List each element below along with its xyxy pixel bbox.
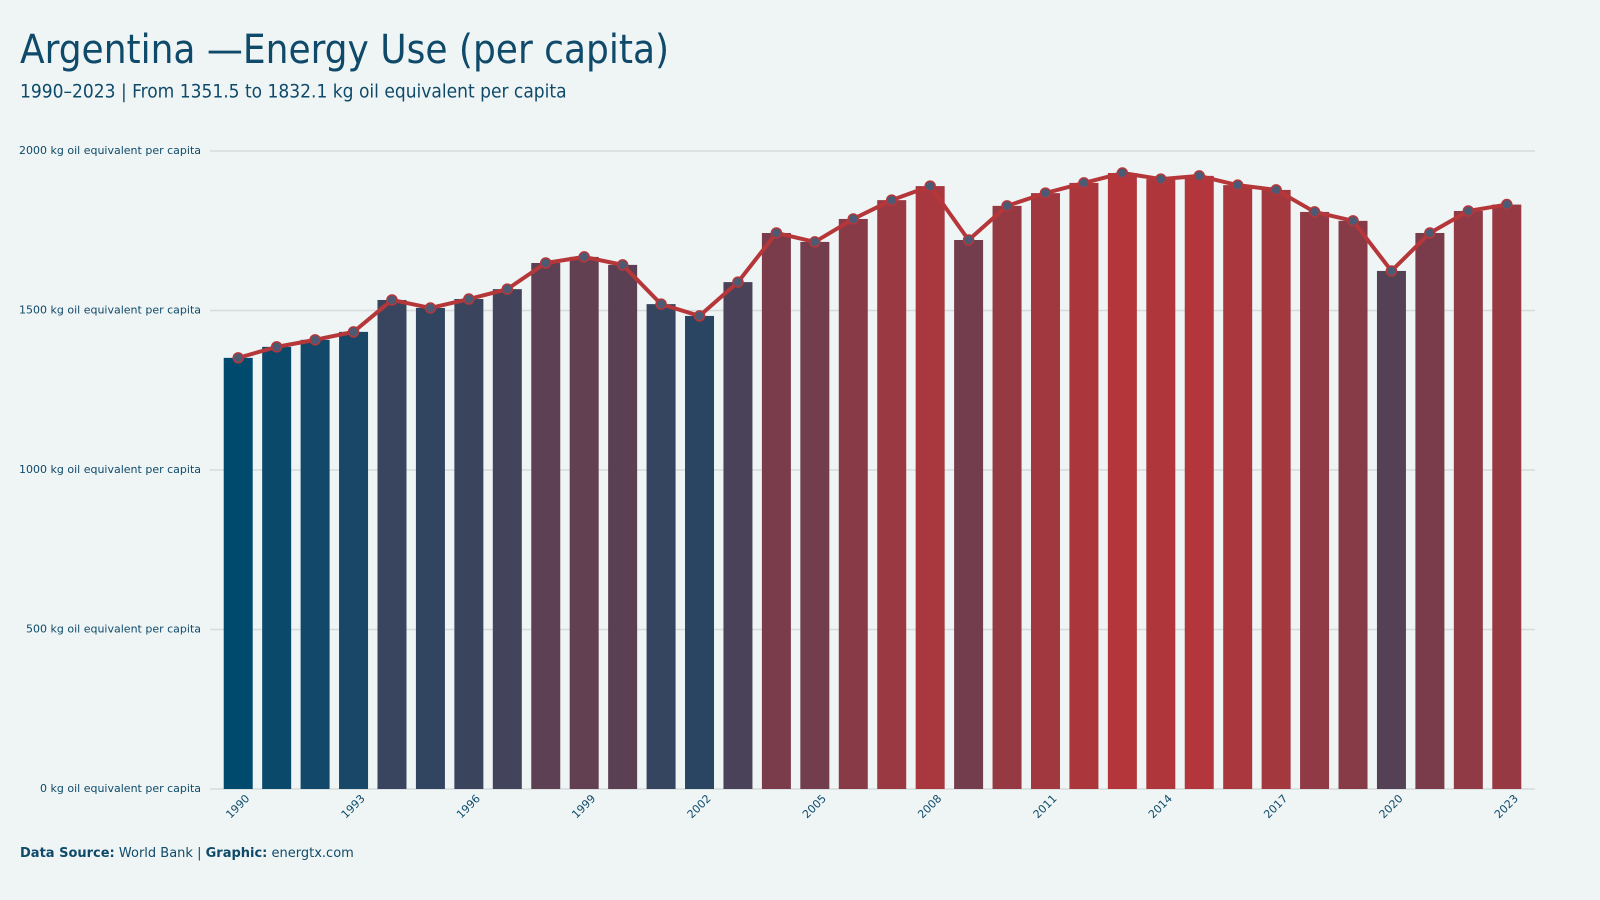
y-tick-label: 2000 kg oil equivalent per capita bbox=[19, 144, 201, 157]
bar bbox=[1300, 211, 1330, 789]
point bbox=[924, 180, 936, 192]
point bbox=[1193, 170, 1205, 182]
point bbox=[1078, 177, 1090, 189]
chart-title: Argentina —Energy Use (per capita) bbox=[20, 27, 669, 73]
bar bbox=[377, 299, 407, 789]
bar bbox=[1261, 189, 1291, 790]
bar bbox=[646, 304, 676, 789]
x-tick-label: 2008 bbox=[915, 792, 944, 821]
point bbox=[347, 326, 360, 338]
point bbox=[463, 293, 475, 305]
x-tick-label: 1999 bbox=[569, 792, 598, 821]
point bbox=[1231, 179, 1244, 191]
y-tick-label: 500 kg oil equivalent per capita bbox=[26, 623, 201, 636]
bar bbox=[454, 299, 484, 789]
bar bbox=[800, 241, 830, 790]
point bbox=[232, 352, 244, 364]
bar bbox=[723, 282, 753, 789]
point bbox=[1385, 265, 1398, 277]
bar bbox=[838, 218, 868, 789]
source: World Bank | bbox=[119, 846, 202, 861]
y-tick-label: 1000 kg oil equivalent per capita bbox=[19, 463, 201, 476]
point bbox=[847, 213, 860, 225]
point bbox=[732, 276, 744, 288]
x-tick-label: 2002 bbox=[685, 792, 714, 821]
point bbox=[424, 302, 437, 314]
point bbox=[540, 257, 552, 269]
point bbox=[616, 259, 629, 271]
bar bbox=[1223, 185, 1253, 789]
bar bbox=[1338, 220, 1368, 790]
trend-line bbox=[237, 171, 1508, 360]
chart-subtitle: 1990–2023 | From 1351.5 to 1832.1 kg oil… bbox=[20, 81, 567, 103]
source-label: Data Source: bbox=[20, 846, 115, 861]
bar bbox=[1415, 232, 1445, 789]
graphic: energtx.com bbox=[272, 846, 354, 861]
x-tick-label: 2014 bbox=[1146, 792, 1175, 821]
point bbox=[1462, 205, 1475, 217]
bar bbox=[1376, 270, 1406, 790]
x-tick-label: 2017 bbox=[1261, 792, 1290, 821]
point bbox=[1155, 173, 1167, 185]
point bbox=[655, 298, 667, 310]
bar bbox=[262, 346, 292, 789]
point bbox=[1039, 187, 1052, 199]
bar bbox=[1184, 175, 1214, 789]
point bbox=[309, 334, 321, 346]
bar bbox=[1146, 179, 1176, 789]
bar bbox=[492, 289, 522, 789]
point bbox=[809, 236, 821, 248]
bar bbox=[954, 240, 984, 790]
bar bbox=[1453, 210, 1483, 790]
x-tick-label: 2023 bbox=[1492, 792, 1521, 821]
x-tick-label: 1990 bbox=[223, 792, 252, 821]
point bbox=[1424, 227, 1436, 239]
bar bbox=[1107, 173, 1137, 790]
point bbox=[386, 294, 398, 306]
point bbox=[1501, 198, 1513, 211]
bar bbox=[1069, 182, 1099, 789]
bar bbox=[415, 307, 445, 789]
bar bbox=[608, 264, 638, 789]
bar bbox=[569, 256, 599, 790]
bar bbox=[685, 315, 715, 789]
bar bbox=[992, 205, 1022, 790]
point bbox=[578, 251, 590, 263]
bar bbox=[915, 186, 945, 790]
point bbox=[885, 194, 898, 206]
bar bbox=[531, 262, 561, 789]
bar bbox=[339, 331, 369, 789]
x-tick-label: 1993 bbox=[339, 792, 368, 821]
bar bbox=[223, 357, 253, 789]
y-tick-label: 1500 kg oil equivalent per capita bbox=[19, 304, 201, 317]
point bbox=[1116, 167, 1129, 179]
x-tick-label: 2020 bbox=[1377, 792, 1406, 821]
point bbox=[501, 283, 514, 295]
point bbox=[770, 227, 783, 239]
y-tick-label: 0 kg oil equivalent per capita bbox=[40, 782, 201, 795]
point bbox=[962, 234, 975, 246]
bar bbox=[761, 232, 791, 789]
point bbox=[270, 341, 283, 353]
bar bbox=[300, 339, 330, 789]
bar bbox=[877, 200, 907, 790]
x-tick-label: 1996 bbox=[454, 792, 483, 821]
bar bbox=[1492, 204, 1522, 789]
graphic-label: Graphic: bbox=[206, 846, 268, 861]
footer: Data Source: World Bank | Graphic: energ… bbox=[20, 846, 354, 861]
bar bbox=[1030, 193, 1060, 789]
point bbox=[1001, 200, 1013, 212]
x-tick-label: 2005 bbox=[800, 792, 829, 821]
point bbox=[1308, 206, 1321, 218]
point bbox=[1347, 215, 1359, 227]
point bbox=[693, 310, 706, 322]
point bbox=[1270, 184, 1282, 196]
x-tick-label: 2011 bbox=[1031, 792, 1060, 821]
